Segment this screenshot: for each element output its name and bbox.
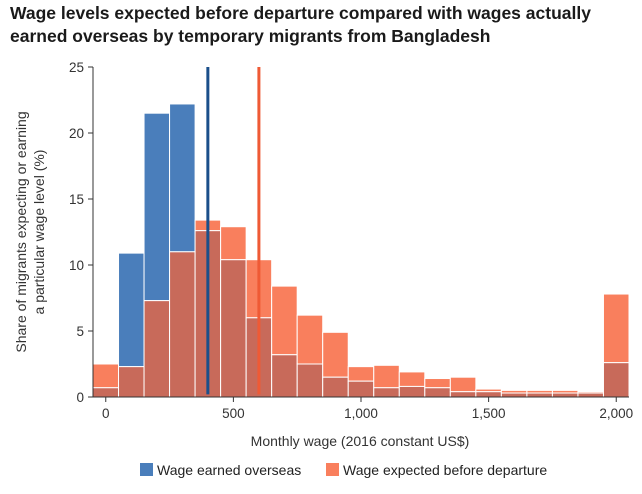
bar-overlap-8	[296, 363, 324, 398]
y-tick-label-0: 0	[76, 390, 84, 405]
x-tick-label-1500: 1,500	[472, 406, 506, 421]
bar-overlap-7	[271, 354, 298, 398]
bar-overlap-19	[577, 392, 604, 398]
bar-overlap-17	[526, 392, 553, 398]
bar-earned-3	[169, 103, 196, 253]
bar-expected-7	[271, 285, 298, 356]
legend-label-earned: Wage earned overseas	[157, 462, 301, 478]
bar-overlap-5	[220, 259, 247, 398]
legend: Wage earned overseas Wage expected before…	[140, 462, 547, 478]
bar-overlap-10	[347, 380, 375, 398]
bar-earned-1	[118, 252, 145, 368]
bar-expected-0	[92, 363, 120, 389]
y-tick-label-20: 20	[69, 126, 84, 141]
y-tick-label-25: 25	[69, 60, 84, 75]
y-axis-title: Share of migrants expecting or earning a …	[13, 111, 47, 352]
bar-overlap-16	[500, 392, 528, 398]
bar-expected-14	[449, 376, 477, 393]
bar-overlap-9	[322, 376, 349, 398]
median-lines-layer	[206, 67, 261, 395]
bar-overlap-20	[602, 362, 630, 398]
bar-earned-2	[143, 112, 171, 302]
bar-overlap-0	[92, 387, 120, 398]
y-axis-title-line-1: Share of migrants expecting or earning	[13, 111, 29, 352]
bar-expected-9	[322, 331, 349, 378]
y-tick-label-5: 5	[76, 324, 84, 339]
bar-overlap-14	[449, 391, 477, 398]
chart-title: Wage levels expected before departure co…	[10, 3, 591, 46]
bar-overlap-18	[551, 392, 579, 398]
bar-expected-11	[373, 364, 400, 389]
bar-overlap-3	[169, 251, 196, 398]
bars-layer	[92, 103, 630, 398]
axes-layer: 0 5 10 15 20 25 0 500 1,000 1,500 2,000 Monthly wag…	[13, 60, 633, 449]
y-tick-label-15: 15	[69, 192, 84, 207]
bar-overlap-11	[373, 387, 400, 398]
x-tick-label-2000: 2,000	[599, 406, 633, 421]
bar-expected-10	[347, 366, 375, 382]
x-tick-label-0: 0	[102, 406, 110, 421]
bar-expected-8	[296, 314, 324, 365]
x-tick-label-1000: 1,000	[344, 406, 378, 421]
legend-swatch-expected	[326, 463, 339, 476]
bar-overlap-15	[475, 391, 502, 398]
bar-overlap-12	[398, 385, 426, 398]
bar-expected-12	[398, 371, 426, 387]
legend-label-expected: Wage expected before departure	[343, 462, 547, 478]
legend-swatch-earned	[140, 463, 153, 476]
x-tick-label-500: 500	[222, 406, 245, 421]
bar-overlap-1	[118, 366, 145, 398]
bar-expected-5	[220, 226, 247, 261]
y-tick-label-10: 10	[69, 258, 84, 273]
bar-expected-20	[602, 293, 630, 364]
bar-overlap-2	[143, 300, 171, 398]
bar-overlap-13	[424, 387, 451, 398]
y-axis-title-line-2: a particular wage level (%)	[31, 150, 47, 315]
x-axis-title: Monthly wage (2016 constant US$)	[251, 433, 470, 449]
bar-expected-13	[424, 378, 451, 389]
